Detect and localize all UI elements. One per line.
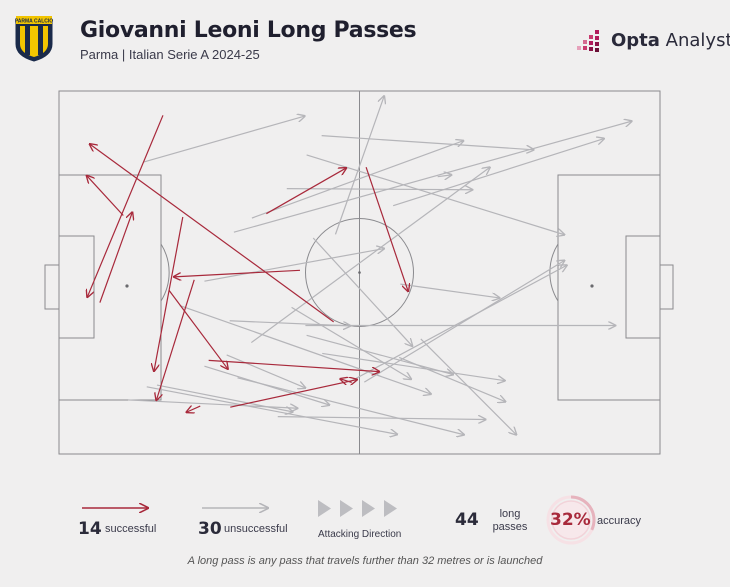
unsuccessful-pass-arrow	[322, 352, 505, 380]
unsuccessful-pass-arrow	[146, 386, 398, 435]
unsuccessful-pass-arrow	[321, 135, 534, 150]
left-penalty-area	[58, 174, 162, 401]
right-penalty-arc	[549, 243, 559, 302]
total-passes-count: 44	[455, 510, 479, 530]
successful-pass-arrow	[168, 289, 228, 369]
right-penalty-spot	[590, 284, 594, 288]
footnote: A long pass is any pass that travels fur…	[187, 555, 543, 567]
unsuccessful-pass-arrow	[312, 237, 412, 346]
unsuccessful-pass-arrow	[350, 265, 566, 382]
unsuccessful-pass-arrow	[251, 141, 464, 219]
unsuccessful-pass-arrow	[237, 377, 464, 435]
unsuccessful-pass-arrow	[250, 167, 490, 344]
unsuccessful-pass-arrow	[363, 261, 564, 383]
accuracy-value: 32%	[550, 510, 591, 530]
unsuccessful-pass-arrow	[179, 304, 431, 395]
unsuccessful-pass-arrow	[128, 399, 297, 408]
successful-passes	[87, 115, 409, 412]
left-goal	[44, 264, 60, 310]
attacking-direction-icon	[318, 500, 397, 517]
opta-analyst-logo: Opta Analyst	[577, 28, 730, 58]
svg-text:PARMA CALCIO: PARMA CALCIO	[15, 19, 53, 25]
left-six-yard-box	[58, 235, 95, 339]
total-label-line1: long	[499, 508, 521, 520]
unsuccessful-pass-arrow	[400, 283, 499, 298]
page-title: Giovanni Leoni Long Passes	[80, 18, 417, 43]
successful-label: successful	[105, 523, 157, 535]
brand-prefix: Opta	[611, 30, 660, 51]
unsuccessful-pass-arrow	[142, 116, 305, 163]
left-penalty-arc	[160, 243, 170, 302]
unsuccessful-pass-arrow	[204, 249, 384, 282]
centre-spot	[358, 271, 361, 274]
unsuccessful-pass-arrow	[286, 189, 473, 190]
right-six-yard-box	[625, 235, 661, 339]
successful-pass-arrow	[87, 176, 124, 216]
successful-pass-arrow	[340, 379, 352, 383]
parma-crest-logo: PARMA CALCIO	[15, 16, 53, 62]
right-penalty-area	[557, 174, 661, 401]
unsuccessful-pass-arrow	[229, 320, 351, 326]
successful-pass-arrow	[87, 115, 164, 297]
opta-pixel-icon	[577, 30, 599, 52]
total-label-line2: passes	[492, 521, 528, 533]
successful-pass-arrow	[365, 167, 408, 291]
page-subtitle: Parma | Italian Serie A 2024-25	[80, 47, 260, 62]
unsuccessful-label: unsuccessful	[224, 523, 288, 535]
unsuccessful-pass-arrow	[334, 96, 384, 235]
successful-pass-arrow	[208, 359, 380, 371]
brand-suffix: Analyst	[659, 30, 730, 51]
unsuccessful-pass-arrow	[392, 139, 604, 207]
unsuccessful-passes	[128, 96, 632, 435]
successful-count: 14	[78, 519, 102, 539]
accuracy-label: accuracy	[597, 515, 642, 527]
successful-pass-arrow	[156, 279, 195, 401]
unsuccessful-pass-arrow	[226, 354, 306, 388]
successful-pass-arrow	[266, 168, 346, 215]
unsuccessful-pass-arrow	[437, 175, 452, 177]
successful-pass-arrow	[99, 212, 132, 303]
unsuccessful-pass-arrow	[277, 417, 486, 420]
successful-pass-arrow	[154, 216, 184, 371]
unsuccessful-pass-arrow	[233, 121, 632, 233]
successful-pass-arrow	[186, 406, 201, 412]
attacking-direction-label: Attacking Direction	[318, 529, 402, 540]
unsuccessful-count: 30	[198, 519, 222, 539]
centre-circle	[305, 218, 414, 327]
left-penalty-spot	[125, 284, 129, 288]
unsuccessful-pass-arrow	[306, 154, 565, 235]
accuracy-ring-icon	[546, 495, 596, 545]
successful-pass-arrow	[90, 144, 335, 323]
successful-pass-arrow	[230, 380, 357, 408]
unsuccessful-pass-arrow	[306, 334, 454, 374]
successful-pass-arrow	[174, 269, 301, 277]
right-goal	[659, 264, 674, 310]
unsuccessful-pass-arrow	[291, 306, 412, 379]
